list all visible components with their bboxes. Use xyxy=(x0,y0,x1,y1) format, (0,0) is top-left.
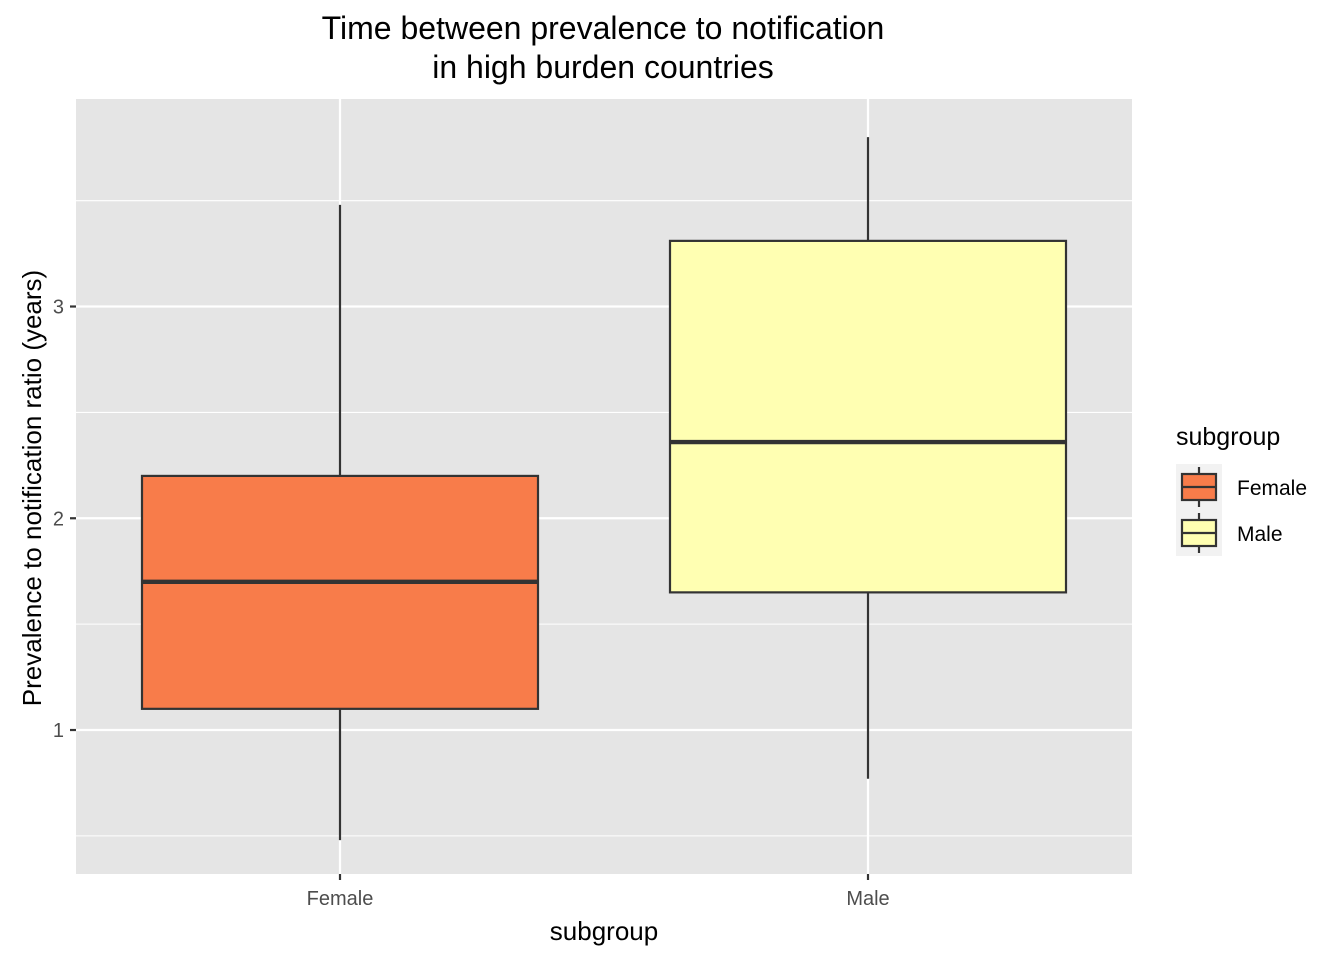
chart-title-line-2: in high burden countries xyxy=(432,49,774,85)
y-tick-label: 2 xyxy=(53,508,64,530)
legend-item-female: Female xyxy=(1176,464,1307,510)
y-axis-title: Prevalence to notification ratio (years) xyxy=(17,270,47,706)
boxes xyxy=(140,137,1068,841)
y-tick-label: 1 xyxy=(53,720,64,742)
box-iqr xyxy=(140,474,540,710)
box-female xyxy=(140,204,540,841)
legend-item-male: Male xyxy=(1176,510,1283,556)
legend-keys: Female Male xyxy=(1176,464,1307,556)
chart-title-line-1: Time between prevalence to notification xyxy=(322,10,885,46)
legend-label: Female xyxy=(1237,477,1307,500)
box-male xyxy=(668,137,1068,779)
x-axis-title: subgroup xyxy=(550,916,658,946)
y-tick-label: 3 xyxy=(53,297,64,319)
box-iqr xyxy=(668,239,1068,594)
legend-title: subgroup xyxy=(1176,423,1280,451)
legend: subgroup Female Male xyxy=(1176,423,1307,556)
x-tick-label: Female xyxy=(307,888,374,910)
axis-ticks: 1 2 3 Female Male xyxy=(53,297,890,910)
x-tick-label: Male xyxy=(846,888,889,910)
legend-label: Male xyxy=(1237,523,1283,546)
